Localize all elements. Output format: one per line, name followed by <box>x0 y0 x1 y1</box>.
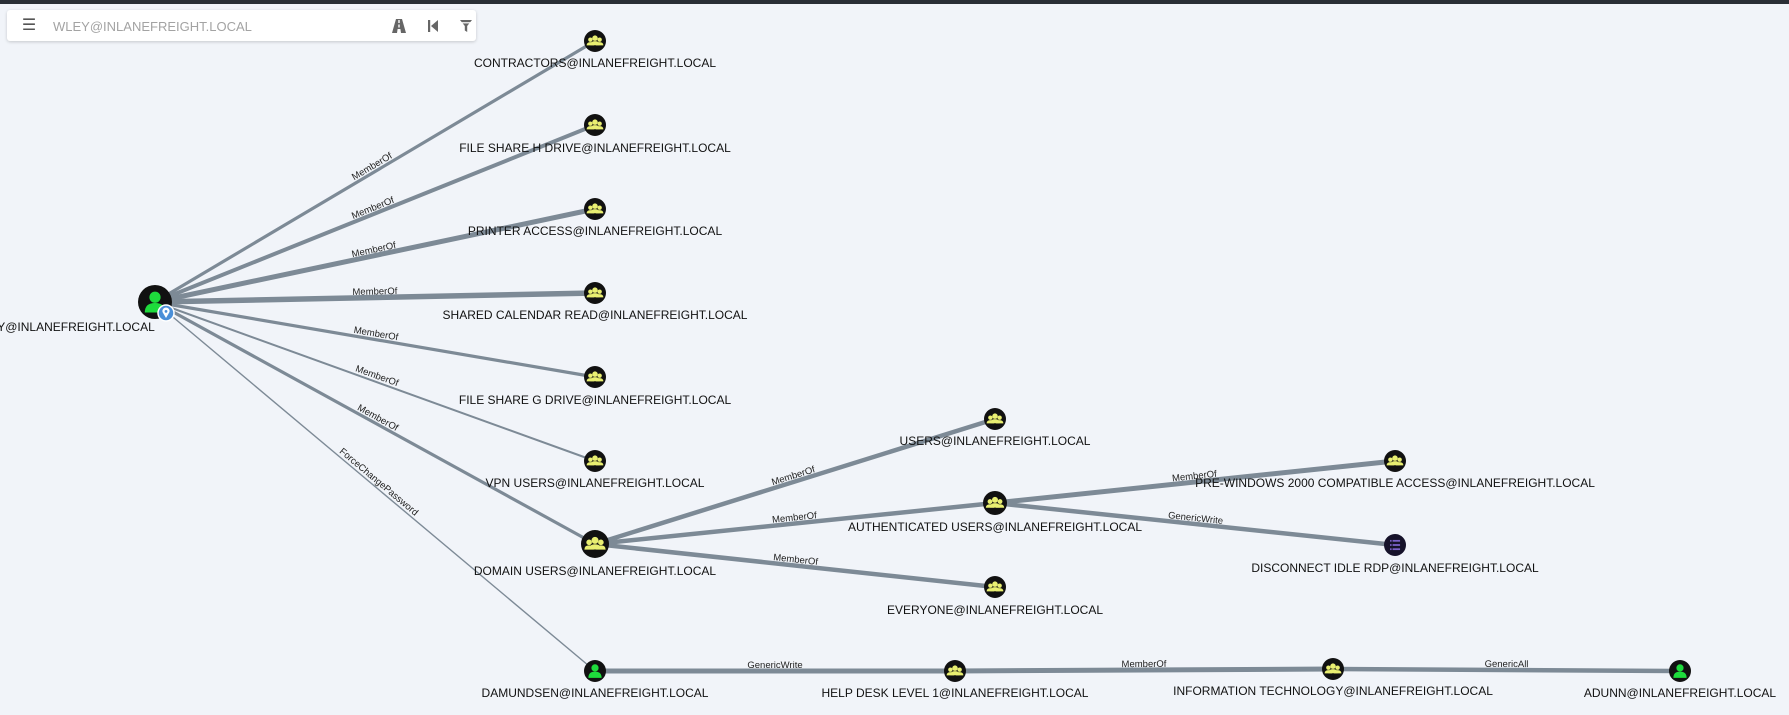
search-input[interactable] <box>51 14 375 39</box>
edge-label-e8: ForceChangePassword <box>337 446 420 518</box>
node-label-fsh: FILE SHARE H DRIVE@INLANEFREIGHT.LOCAL <box>459 141 731 155</box>
edge-wley-domusers[interactable] <box>154 300 596 546</box>
nodes-layer: WLEY@INLANEFREIGHT.LOCAL CONTRACTORS@INLA… <box>0 30 1776 700</box>
edge-domusers-authusers[interactable] <box>594 500 996 547</box>
node-calendar[interactable]: SHARED CALENDAR READ@INLANEFREIGHT.LOCAL <box>443 282 748 322</box>
window-top-bar <box>0 0 1789 4</box>
node-everyone[interactable]: EVERYONE@INLANEFREIGHT.LOCAL <box>887 576 1103 617</box>
node-prewin[interactable]: PRE-WINDOWS 2000 COMPATIBLE ACCESS@INLAN… <box>1195 450 1595 490</box>
node-label-prewin: PRE-WINDOWS 2000 COMPATIBLE ACCESS@INLAN… <box>1195 476 1595 490</box>
edge-label-e16: GenericAll <box>1485 659 1529 670</box>
edge-wley-printer[interactable] <box>154 206 596 305</box>
node-infotech[interactable]: INFORMATION TECHNOLOGY@INLANEFREIGHT.LOC… <box>1173 658 1493 698</box>
edge-label-e1: MemberOf <box>350 150 395 183</box>
edge-authusers-disconnect[interactable] <box>994 500 1396 548</box>
edge-label-e14: GenericWrite <box>747 660 802 671</box>
node-label-wley: WLEY@INLANEFREIGHT.LOCAL <box>0 320 155 334</box>
edge-helpdesk-infotech[interactable] <box>954 666 1334 674</box>
start-node-marker-icon <box>157 304 175 322</box>
node-label-fsg: FILE SHARE G DRIVE@INLANEFREIGHT.LOCAL <box>459 393 732 407</box>
node-helpdesk[interactable]: HELP DESK LEVEL 1@INLANEFREIGHT.LOCAL <box>822 660 1089 700</box>
edge-authusers-prewin[interactable] <box>994 458 1396 506</box>
edge-wley-calendar[interactable] <box>154 290 596 305</box>
edge-domusers-users[interactable] <box>594 416 996 547</box>
edge-wley-vpn[interactable] <box>154 301 596 462</box>
edge-label-e7: MemberOf <box>355 403 400 434</box>
node-label-users: USERS@INLANEFREIGHT.LOCAL <box>900 434 1091 448</box>
node-label-printer: PRINTER ACCESS@INLANEFREIGHT.LOCAL <box>468 224 723 238</box>
edge-label-e10: MemberOf <box>772 510 818 526</box>
hamburger-menu-icon[interactable]: ☰ <box>21 17 37 34</box>
node-label-damundsen: DAMUNDSEN@INLANEFREIGHT.LOCAL <box>482 686 709 700</box>
node-label-calendar: SHARED CALENDAR READ@INLANEFREIGHT.LOCAL <box>443 308 748 322</box>
node-disconnect[interactable]: DISCONNECT IDLE RDP@INLANEFREIGHT.LOCAL <box>1251 534 1539 575</box>
search-panel: ☰ <box>7 10 476 41</box>
filter-icon[interactable] <box>456 16 476 36</box>
node-label-helpdesk: HELP DESK LEVEL 1@INLANEFREIGHT.LOCAL <box>822 686 1089 700</box>
node-domusers[interactable]: DOMAIN USERS@INLANEFREIGHT.LOCAL <box>474 530 717 578</box>
node-damundsen[interactable]: DAMUNDSEN@INLANEFREIGHT.LOCAL <box>482 660 709 700</box>
node-label-adunn: ADUNN@INLANEFREIGHT.LOCAL <box>1584 686 1777 700</box>
edge-domusers-everyone[interactable] <box>594 541 996 590</box>
node-wley[interactable]: WLEY@INLANEFREIGHT.LOCAL <box>0 285 175 334</box>
node-vpn[interactable]: VPN USERS@INLANEFREIGHT.LOCAL <box>486 450 705 490</box>
edges-layer <box>154 39 1681 674</box>
node-adunn[interactable]: ADUNN@INLANEFREIGHT.LOCAL <box>1584 660 1777 700</box>
edge-label-e9: MemberOf <box>770 464 816 488</box>
node-label-domusers: DOMAIN USERS@INLANEFREIGHT.LOCAL <box>474 564 717 578</box>
node-users[interactable]: USERS@INLANEFREIGHT.LOCAL <box>900 408 1091 448</box>
node-fsh[interactable]: FILE SHARE H DRIVE@INLANEFREIGHT.LOCAL <box>459 114 731 155</box>
edge-label-e12: MemberOf <box>1172 469 1218 485</box>
edge-label-e4: MemberOf <box>352 286 397 298</box>
node-label-infotech: INFORMATION TECHNOLOGY@INLANEFREIGHT.LOC… <box>1173 684 1493 698</box>
node-printer[interactable]: PRINTER ACCESS@INLANEFREIGHT.LOCAL <box>468 198 723 238</box>
node-label-disconnect: DISCONNECT IDLE RDP@INLANEFREIGHT.LOCAL <box>1251 561 1539 575</box>
node-label-vpn: VPN USERS@INLANEFREIGHT.LOCAL <box>486 476 705 490</box>
node-contractors[interactable]: CONTRACTORS@INLANEFREIGHT.LOCAL <box>474 30 716 70</box>
node-label-authusers: AUTHENTICATED USERS@INLANEFREIGHT.LOCAL <box>848 520 1142 534</box>
edge-wley-damundsen[interactable] <box>154 301 596 672</box>
edge-wley-fsg[interactable] <box>154 300 596 379</box>
edge-wley-contractors[interactable] <box>154 39 596 304</box>
skip-back-icon[interactable] <box>423 16 443 36</box>
edge-infotech-adunn[interactable] <box>1332 666 1681 674</box>
edge-wley-fsh[interactable] <box>154 123 596 304</box>
node-fsg[interactable]: FILE SHARE G DRIVE@INLANEFREIGHT.LOCAL <box>459 366 732 407</box>
road-path-icon[interactable] <box>389 16 409 36</box>
node-label-everyone: EVERYONE@INLANEFREIGHT.LOCAL <box>887 603 1103 617</box>
edge-label-e15: MemberOf <box>1122 659 1167 670</box>
edge-label-e11: MemberOf <box>773 552 819 568</box>
node-label-contractors: CONTRACTORS@INLANEFREIGHT.LOCAL <box>474 56 716 70</box>
node-authusers[interactable]: AUTHENTICATED USERS@INLANEFREIGHT.LOCAL <box>848 491 1142 534</box>
